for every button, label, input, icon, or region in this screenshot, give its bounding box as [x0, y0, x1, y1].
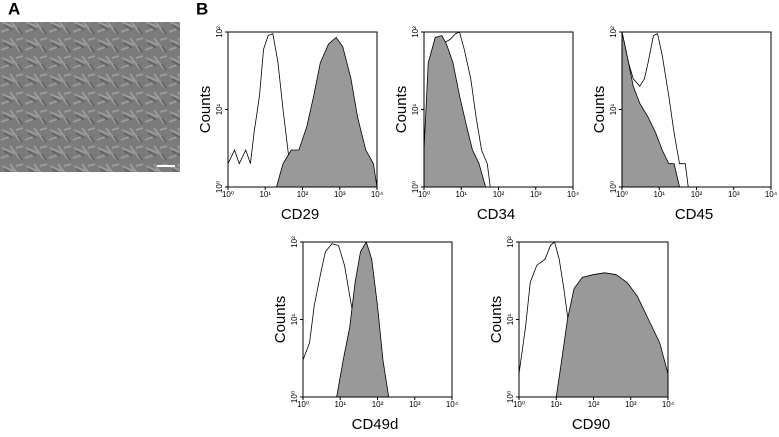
y-tick-label: 10⁰	[411, 181, 420, 193]
x-tick-label: 10²	[588, 400, 600, 409]
x-tick-label: 10²	[691, 190, 703, 199]
chart-title: CD29	[281, 206, 319, 223]
x-tick-label: 10⁴	[371, 190, 384, 199]
x-tick-label: 10⁰	[222, 190, 234, 199]
x-tick-label: 10¹	[259, 190, 271, 199]
x-tick-label: 10²	[493, 190, 505, 199]
chart-title: CD45	[675, 206, 713, 223]
y-tick-label: 10¹	[609, 103, 618, 115]
x-tick-label: 10⁰	[513, 400, 525, 409]
y-axis-label: Counts	[591, 86, 608, 134]
y-axis-label: Counts	[488, 296, 505, 344]
y-axis-label: Counts	[197, 86, 214, 134]
x-tick-label: 10³	[530, 190, 542, 199]
y-tick-label: 10²	[215, 26, 224, 38]
histogram-line	[621, 31, 689, 188]
x-tick-label: 10²	[297, 190, 309, 199]
x-tick-label: 10³	[334, 190, 346, 199]
y-tick-label: 10²	[609, 26, 618, 38]
x-tick-label: 10³	[409, 400, 421, 409]
y-tick-label: 10²	[290, 236, 299, 248]
histogram-area	[555, 272, 669, 398]
micrograph	[0, 22, 180, 172]
y-tick-label: 10⁰	[290, 391, 299, 403]
chart-title: CD49d	[352, 416, 399, 433]
histogram-area	[275, 36, 378, 188]
y-tick-label: 10²	[506, 236, 515, 248]
chart-title: CD90	[572, 416, 610, 433]
y-tick-label: 10¹	[411, 103, 420, 115]
x-tick-label: 10²	[372, 400, 384, 409]
x-tick-label: 10⁴	[765, 190, 778, 199]
y-tick-label: 10¹	[215, 103, 224, 115]
y-tick-label: 10²	[411, 26, 420, 38]
x-tick-label: 10¹	[334, 400, 346, 409]
x-tick-label: 10³	[625, 400, 637, 409]
panel-label: B	[196, 0, 208, 18]
x-tick-label: 10¹	[455, 190, 467, 199]
x-tick-label: 10⁴	[662, 400, 675, 409]
histogram-area	[423, 35, 487, 188]
y-tick-label: 10⁰	[609, 181, 618, 193]
y-tick-label: 10⁰	[215, 181, 224, 193]
x-tick-label: 10⁰	[418, 190, 430, 199]
histogram-line	[227, 33, 298, 188]
x-tick-label: 10¹	[550, 400, 562, 409]
y-tick-label: 10⁰	[506, 391, 515, 403]
x-tick-label: 10⁴	[567, 190, 580, 199]
chart-title: CD34	[477, 206, 515, 223]
y-tick-label: 10¹	[506, 313, 515, 325]
histogram-line	[518, 241, 575, 374]
x-tick-label: 10⁰	[297, 400, 309, 409]
y-axis-label: Counts	[393, 86, 410, 134]
y-axis-label: Counts	[272, 296, 289, 344]
x-tick-label: 10¹	[653, 190, 665, 199]
y-tick-label: 10¹	[290, 313, 299, 325]
panel-label: A	[8, 0, 20, 18]
x-tick-label: 10³	[728, 190, 740, 199]
x-tick-label: 10⁴	[446, 400, 459, 409]
x-tick-label: 10⁰	[616, 190, 628, 199]
